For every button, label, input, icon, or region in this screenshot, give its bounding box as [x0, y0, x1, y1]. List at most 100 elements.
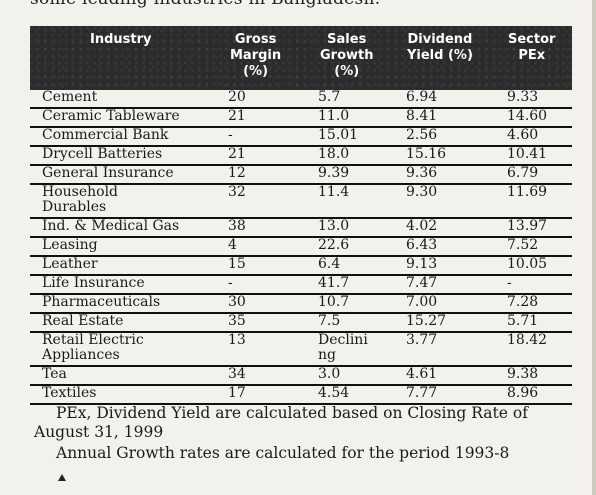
- cell-industry: Household Durables: [42, 184, 119, 215]
- cell-sector-pex: 5.71: [507, 313, 539, 329]
- table-row: Cement 20 5.7 6.94 9.33: [30, 90, 572, 109]
- cell-gross-margin: 38: [228, 218, 246, 234]
- table-row: Textiles 17 4.54 7.77 8.96: [30, 386, 572, 405]
- cell-gross-margin: 15: [228, 256, 246, 272]
- cell-industry: Cement: [42, 89, 98, 105]
- cell-dividend-yield: 4.02: [406, 218, 438, 234]
- cell-industry: Ind. & Medical Gas: [42, 218, 180, 234]
- cell-gross-margin: 35: [228, 313, 246, 329]
- cell-gross-margin: -: [228, 127, 233, 143]
- cell-dividend-yield: 6.43: [406, 237, 438, 253]
- footnote-growth-period: Annual Growth rates are calculated for t…: [56, 444, 510, 462]
- cell-gross-margin: 34: [228, 366, 246, 382]
- table-row: Leather 15 6.4 9.13 10.05: [30, 257, 572, 276]
- cell-sector-pex: 18.42: [507, 332, 548, 348]
- cell-sales-growth: Declini ng: [318, 332, 368, 363]
- cell-industry: Tea: [42, 366, 67, 382]
- cell-industry: General Insurance: [42, 165, 174, 181]
- cell-sales-growth: 11.0: [318, 108, 350, 124]
- cell-industry: Leasing: [42, 237, 98, 253]
- cell-dividend-yield: 4.61: [406, 366, 438, 382]
- footnote-closing-rate: PEx, Dividend Yield are calculated based…: [34, 404, 528, 441]
- cell-sector-pex: 7.52: [507, 237, 539, 253]
- cell-sales-growth: 11.4: [318, 184, 350, 200]
- cell-sales-growth: 6.4: [318, 256, 341, 272]
- cell-sector-pex: 10.05: [507, 256, 548, 272]
- cell-dividend-yield: 15.27: [406, 313, 447, 329]
- table-row: Ceramic Tableware 21 11.0 8.41 14.60: [30, 109, 572, 128]
- cell-gross-margin: 17: [228, 385, 246, 401]
- cell-industry: Life Insurance: [42, 275, 145, 291]
- cell-sales-growth: 4.54: [318, 385, 350, 401]
- cell-gross-margin: 30: [228, 294, 246, 310]
- cell-sales-growth: 5.7: [318, 89, 341, 105]
- cell-sector-pex: 9.33: [507, 89, 539, 105]
- cell-sector-pex: -: [507, 275, 512, 291]
- cell-dividend-yield: 9.36: [406, 165, 438, 181]
- table-body: Cement 20 5.7 6.94 9.33 Ceramic Tableware 21 11…: [30, 90, 572, 405]
- header-industry: Industry: [90, 32, 152, 47]
- cell-industry: Retail Electric Appliances: [42, 332, 144, 363]
- header-gross-margin: Gross Margin (%): [230, 32, 282, 79]
- cell-gross-margin: 4: [228, 237, 237, 253]
- cell-sector-pex: 6.79: [507, 165, 539, 181]
- cell-industry: Real Estate: [42, 313, 124, 329]
- cell-industry: Ceramic Tableware: [42, 108, 180, 124]
- table-row: Household Durables 32 11.4 9.30 11.69: [30, 185, 572, 219]
- table-row: Real Estate 35 7.5 15.27 5.71: [30, 314, 572, 333]
- table-row: Life Insurance - 41.7 7.47 -: [30, 276, 572, 295]
- cell-gross-margin: 13: [228, 332, 246, 348]
- table-row: Commercial Bank - 15.01 2.56 4.60: [30, 128, 572, 147]
- cell-industry: Commercial Bank: [42, 127, 169, 143]
- cell-sector-pex: 8.96: [507, 385, 539, 401]
- cell-sales-growth: 9.39: [318, 165, 350, 181]
- cell-sector-pex: 7.28: [507, 294, 539, 310]
- table-row: General Insurance 12 9.39 9.36 6.79: [30, 166, 572, 185]
- cell-sector-pex: 10.41: [507, 146, 548, 162]
- cell-dividend-yield: 9.13: [406, 256, 438, 272]
- header-dividend-yield: Dividend Yield (%): [407, 32, 473, 63]
- cell-industry: Pharmaceuticals: [42, 294, 161, 310]
- cell-sector-pex: 4.60: [507, 127, 539, 143]
- cell-sales-growth: 18.0: [318, 146, 350, 162]
- cell-sales-growth: 13.0: [318, 218, 350, 234]
- cell-gross-margin: 32: [228, 184, 246, 200]
- cell-sector-pex: 13.97: [507, 218, 548, 234]
- cell-industry: Leather: [42, 256, 98, 272]
- cell-dividend-yield: 7.47: [406, 275, 438, 291]
- cell-dividend-yield: 7.00: [406, 294, 438, 310]
- header-sector-pex: Sector PEx: [508, 32, 556, 63]
- intro-text: some leading industries in Bangladesh.: [30, 0, 381, 9]
- cell-dividend-yield: 2.56: [406, 127, 438, 143]
- cell-sales-growth: 7.5: [318, 313, 341, 329]
- cell-gross-margin: 20: [228, 89, 246, 105]
- cell-dividend-yield: 8.41: [406, 108, 438, 124]
- cell-dividend-yield: 6.94: [406, 89, 438, 105]
- page-edge: [592, 0, 596, 495]
- table-row: Ind. & Medical Gas 38 13.0 4.02 13.97: [30, 219, 572, 238]
- cell-sales-growth: 15.01: [318, 127, 359, 143]
- cell-sector-pex: 14.60: [507, 108, 548, 124]
- cell-industry: Drycell Batteries: [42, 146, 163, 162]
- cell-gross-margin: 21: [228, 146, 246, 162]
- cell-sector-pex: 9.38: [507, 366, 539, 382]
- cell-sales-growth: 3.0: [318, 366, 341, 382]
- footnotes: PEx, Dividend Yield are calculated based…: [34, 404, 574, 463]
- table-row: Retail Electric Appliances 13 Declini ng 3.…: [30, 333, 572, 367]
- header-sales-growth: Sales Growth (%): [320, 32, 374, 79]
- table-header: Industry Gross Margin (%) Sales Growth (…: [30, 26, 572, 90]
- cell-sector-pex: 11.69: [507, 184, 548, 200]
- industry-table: Industry Gross Margin (%) Sales Growth (…: [30, 26, 572, 405]
- cell-gross-margin: 12: [228, 165, 246, 181]
- cell-sales-growth: 10.7: [318, 294, 350, 310]
- cell-dividend-yield: 3.77: [406, 332, 438, 348]
- table-row: Tea 34 3.0 4.61 9.38: [30, 367, 572, 386]
- cell-dividend-yield: 7.77: [406, 385, 438, 401]
- cell-sales-growth: 22.6: [318, 237, 350, 253]
- bullet-mark: [58, 474, 66, 481]
- cell-dividend-yield: 15.16: [406, 146, 447, 162]
- table-row: Pharmaceuticals 30 10.7 7.00 7.28: [30, 295, 572, 314]
- table-row: Drycell Batteries 21 18.0 15.16 10.41: [30, 147, 572, 166]
- cell-sales-growth: 41.7: [318, 275, 350, 291]
- cell-gross-margin: 21: [228, 108, 246, 124]
